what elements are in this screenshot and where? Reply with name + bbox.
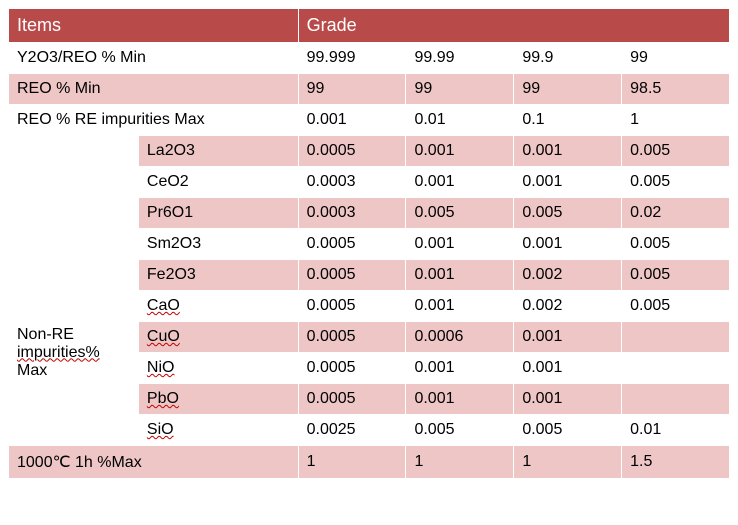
cell: 0.001 — [514, 167, 622, 198]
compound-name: La2O3 — [138, 136, 298, 167]
spec-table: Items Grade Y2O3/REO % Min 99.999 99.99 … — [8, 8, 730, 479]
table-row: Non-RE impurities% Max Fe2O3 0.0005 0.00… — [9, 260, 730, 291]
cell: 1 — [298, 446, 406, 479]
cell: 99 — [514, 74, 622, 105]
cell: 1 — [622, 105, 730, 136]
cell: 1.5 — [622, 446, 730, 479]
cell: 0.0003 — [298, 198, 406, 229]
compound-text: SiO — [147, 421, 174, 438]
cell: 0.001 — [406, 167, 514, 198]
cell — [622, 322, 730, 353]
cell — [622, 353, 730, 384]
cell: 0.001 — [514, 136, 622, 167]
table-row: Y2O3/REO % Min 99.999 99.99 99.9 99 — [9, 43, 730, 74]
compound-text: CaO — [147, 297, 180, 314]
cell: 0.0005 — [298, 136, 406, 167]
cell: 0.005 — [622, 167, 730, 198]
compound-text: CuO — [147, 328, 180, 345]
cell: 98.5 — [622, 74, 730, 105]
table-row: 1000℃ 1h %Max 1 1 1 1.5 — [9, 446, 730, 479]
cell: 99.999 — [298, 43, 406, 74]
cell: 0.005 — [406, 198, 514, 229]
compound-text: NiO — [147, 359, 175, 376]
compound-name: SiO — [138, 415, 298, 446]
compound-name: Fe2O3 — [138, 260, 298, 291]
cell: 0.0005 — [298, 260, 406, 291]
cell: 0.0025 — [298, 415, 406, 446]
cell: 0.002 — [514, 260, 622, 291]
cell: 0.001 — [514, 353, 622, 384]
compound-name: CaO — [138, 291, 298, 322]
cell: 0.001 — [514, 322, 622, 353]
cell: 99 — [406, 74, 514, 105]
cell: 0.005 — [514, 415, 622, 446]
cell: 0.0005 — [298, 229, 406, 260]
cell: 99.99 — [406, 43, 514, 74]
cell: 0.005 — [514, 198, 622, 229]
cell: 0.1 — [514, 105, 622, 136]
cell: 0.001 — [514, 229, 622, 260]
compound-name: Pr6O1 — [138, 198, 298, 229]
compound-name: NiO — [138, 353, 298, 384]
cell: 99 — [622, 43, 730, 74]
re-group-label — [9, 136, 139, 260]
cell: 0.001 — [514, 384, 622, 415]
cell: 0.005 — [406, 415, 514, 446]
compound-name: Sm2O3 — [138, 229, 298, 260]
header-row: Items Grade — [9, 9, 730, 43]
table-row: REO % RE impurities Max 0.001 0.01 0.1 1 — [9, 105, 730, 136]
cell: 0.0005 — [298, 353, 406, 384]
nonre-label-line: Non-RE — [17, 326, 74, 343]
header-grade: Grade — [298, 9, 729, 43]
cell: 0.001 — [406, 384, 514, 415]
cell: 1 — [514, 446, 622, 479]
row-label: REO % Min — [9, 74, 299, 105]
cell: 0.001 — [298, 105, 406, 136]
cell: 0.001 — [406, 353, 514, 384]
cell: 0.001 — [406, 136, 514, 167]
compound-name: CuO — [138, 322, 298, 353]
nonre-label-line: impurities% — [17, 344, 100, 361]
cell: 99.9 — [514, 43, 622, 74]
compound-text: PbO — [147, 390, 179, 407]
table-row: REO % Min 99 99 99 98.5 — [9, 74, 730, 105]
cell: 0.0005 — [298, 291, 406, 322]
cell: 0.01 — [622, 415, 730, 446]
header-items: Items — [9, 9, 299, 43]
table-row: La2O3 0.0005 0.001 0.001 0.005 — [9, 136, 730, 167]
cell: 1 — [406, 446, 514, 479]
cell: 0.0003 — [298, 167, 406, 198]
cell: 0.0005 — [298, 384, 406, 415]
cell: 0.0006 — [406, 322, 514, 353]
cell: 0.001 — [406, 291, 514, 322]
cell: 0.02 — [622, 198, 730, 229]
cell: 0.005 — [622, 229, 730, 260]
cell: 99 — [298, 74, 406, 105]
row-label: REO % RE impurities Max — [9, 105, 299, 136]
nonre-label-line: Max — [17, 362, 47, 379]
compound-name: PbO — [138, 384, 298, 415]
cell: 0.002 — [514, 291, 622, 322]
cell — [622, 384, 730, 415]
cell: 0.0005 — [298, 322, 406, 353]
cell: 0.01 — [406, 105, 514, 136]
nonre-group-label: Non-RE impurities% Max — [9, 260, 139, 446]
cell: 0.005 — [622, 291, 730, 322]
cell: 0.005 — [622, 260, 730, 291]
cell: 0.005 — [622, 136, 730, 167]
row-label: 1000℃ 1h %Max — [9, 446, 299, 479]
compound-name: CeO2 — [138, 167, 298, 198]
row-label: Y2O3/REO % Min — [9, 43, 299, 74]
cell: 0.001 — [406, 260, 514, 291]
cell: 0.001 — [406, 229, 514, 260]
